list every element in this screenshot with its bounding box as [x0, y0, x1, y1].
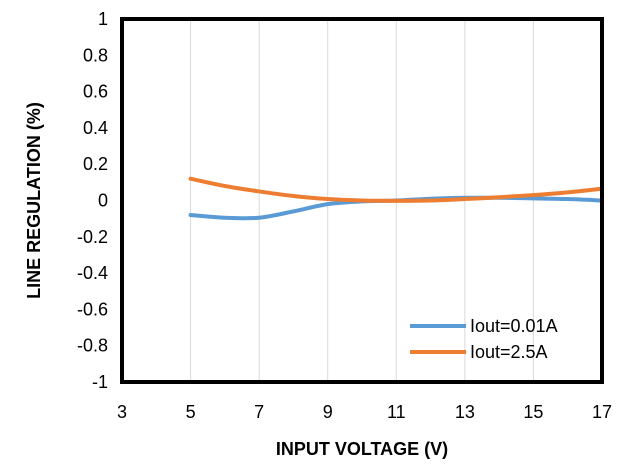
x-tick-label: 9	[323, 402, 333, 422]
legend-label-1: Iout=2.5A	[470, 342, 548, 362]
y-tick-label: -1	[92, 372, 108, 392]
x-tick-label: 7	[254, 402, 264, 422]
y-tick-label: -0.2	[77, 227, 108, 247]
y-tick-label: 0.8	[83, 45, 108, 65]
x-axis-tick-labels: 3 5 7 9 11 13 15 17	[117, 402, 612, 422]
legend-label-0: Iout=0.01A	[470, 316, 558, 336]
legend: Iout=0.01A Iout=2.5A	[410, 316, 558, 362]
y-tick-label: -0.8	[77, 336, 108, 356]
series-line-1	[188, 176, 604, 203]
y-tick-label: 0.2	[83, 154, 108, 174]
y-tick-label: 1	[98, 9, 108, 29]
x-tick-label: 15	[523, 402, 543, 422]
y-axis-tick-labels: 1 0.8 0.6 0.4 0.2 0 -0.2 -0.4 -0.6 -0.8 -1	[77, 9, 108, 392]
plot-area-frame	[120, 17, 604, 384]
y-tick-label: 0.6	[83, 82, 108, 102]
x-tick-label: 11	[387, 402, 406, 422]
y-tick-label: -0.4	[77, 263, 108, 283]
y-tick-label: -0.6	[77, 299, 108, 319]
x-tick-label: 5	[186, 402, 196, 422]
x-tick-label: 13	[455, 402, 475, 422]
y-axis-title: LINE REGULATION (%)	[24, 102, 44, 299]
x-axis-title: INPUT VOLTAGE (V)	[276, 439, 448, 459]
y-tick-label: 0.4	[83, 118, 108, 138]
x-tick-label: 3	[117, 402, 127, 422]
series-layer	[188, 176, 604, 221]
y-tick-label: 0	[98, 191, 108, 211]
x-tick-label: 17	[592, 402, 612, 422]
